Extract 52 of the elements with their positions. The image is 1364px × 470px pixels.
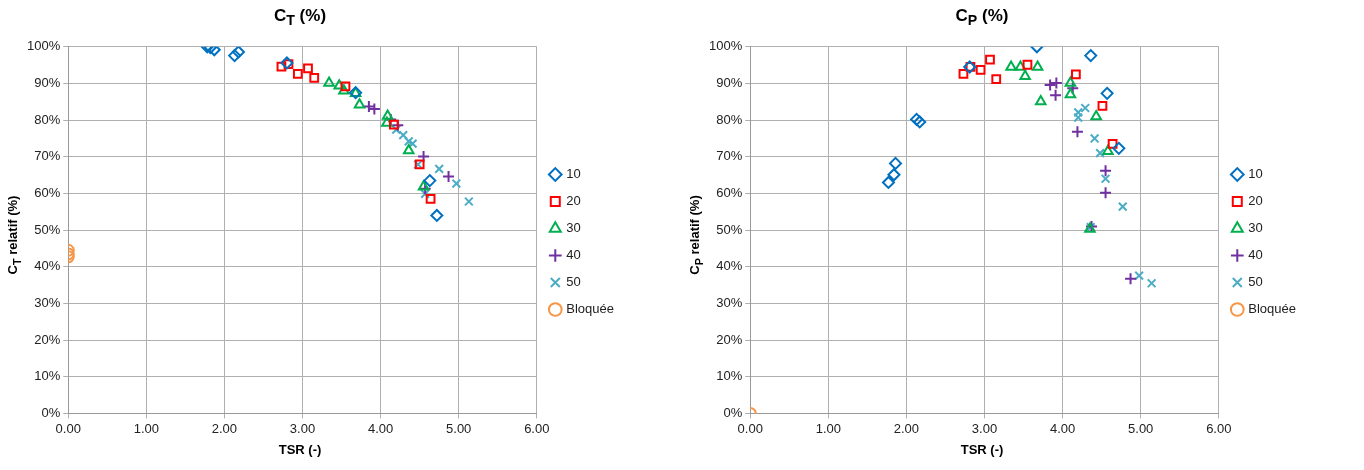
legend-label: 40 <box>566 247 581 263</box>
legend-label: 10 <box>1248 166 1263 182</box>
y-tick-label: 0% <box>41 404 61 420</box>
y-tick-label: 70% <box>34 148 61 164</box>
legend-label: 20 <box>566 193 581 209</box>
y-tick-label: 100% <box>709 38 743 54</box>
chart-title: C$_{P}$ (%) <box>954 6 1010 29</box>
y-tick-label: 10% <box>34 368 61 384</box>
x-tick-label: 1.00 <box>815 420 841 436</box>
y-tick-label: 80% <box>716 111 743 127</box>
y-tick-label: 60% <box>34 185 61 201</box>
legend-label: 30 <box>566 220 581 236</box>
x-tick-label: 0.00 <box>737 420 763 436</box>
x-axis-title: TSR (-) <box>277 442 323 457</box>
legend-label: 20 <box>1248 193 1263 209</box>
legend-label: 50 <box>1248 274 1263 290</box>
x-axis-title: TSR (-) <box>959 442 1005 457</box>
y-tick-label: 0% <box>723 404 743 420</box>
y-tick-label: 70% <box>716 148 743 164</box>
x-tick-label: 0.00 <box>55 420 81 436</box>
y-tick-label: 90% <box>716 75 743 91</box>
y-tick-label: 30% <box>34 295 61 310</box>
x-tick-label: 1.00 <box>133 420 159 436</box>
y-tick-label: 40% <box>716 258 743 274</box>
y-tick-label: 50% <box>716 221 743 237</box>
legend-label: Bloquée <box>1248 301 1297 317</box>
x-tick-label: 5.00 <box>1128 420 1154 436</box>
y-tick-label: 30% <box>716 295 743 310</box>
x-tick-label: 6.00 <box>1206 420 1232 436</box>
y-tick-label: 90% <box>34 75 61 91</box>
legend-label: 50 <box>566 274 581 290</box>
legend-label: 40 <box>1248 247 1263 263</box>
legend-label: Bloquée <box>566 301 615 317</box>
y-tick-label: 50% <box>34 221 61 237</box>
x-tick-label: 2.00 <box>211 420 238 436</box>
x-tick-label: 4.00 <box>367 420 394 436</box>
y-tick-label: 80% <box>34 111 61 127</box>
chart-title: C$_{T}$ (%) <box>272 6 328 29</box>
x-tick-label: 6.00 <box>524 420 550 436</box>
y-tick-label: 20% <box>34 331 61 347</box>
x-tick-label: 3.00 <box>289 420 316 436</box>
y-tick-label: 10% <box>716 368 743 384</box>
y-tick-label: 100% <box>27 38 61 54</box>
y-tick-label: 60% <box>716 185 743 201</box>
y-tick-label: 40% <box>34 258 61 274</box>
x-tick-label: 4.00 <box>1049 420 1076 436</box>
x-tick-label: 5.00 <box>446 420 472 436</box>
legend-label: 10 <box>566 166 581 182</box>
x-tick-label: 2.00 <box>893 420 920 436</box>
y-tick-label: 20% <box>716 331 743 347</box>
x-tick-label: 3.00 <box>971 420 998 436</box>
legend-label: 30 <box>1248 220 1263 236</box>
